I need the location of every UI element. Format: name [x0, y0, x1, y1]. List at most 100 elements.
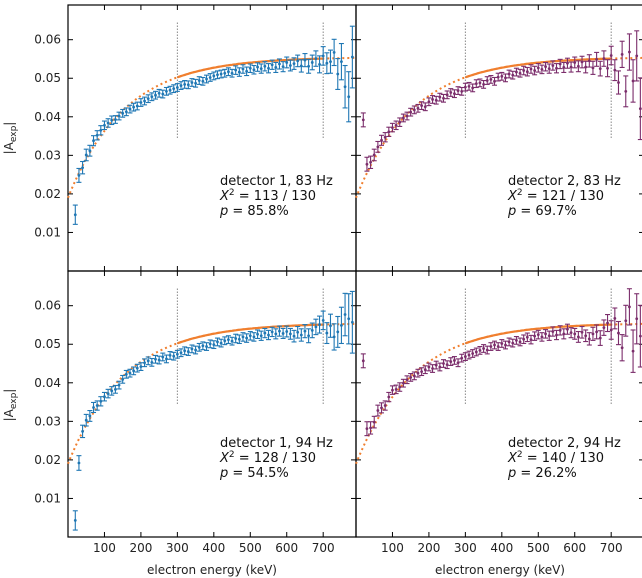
data-point	[440, 93, 446, 103]
data-point	[149, 92, 155, 102]
data-point	[470, 349, 476, 358]
plot-layer	[355, 4, 642, 272]
x-tick-label: 100	[93, 541, 116, 555]
data-point	[502, 73, 508, 83]
data-point	[200, 341, 206, 351]
data-point	[605, 59, 611, 78]
data-point	[419, 101, 425, 111]
y-tick-label: 0.02	[34, 453, 61, 467]
data-point	[634, 30, 640, 82]
data-point	[612, 59, 618, 82]
data-point	[302, 53, 308, 68]
data-point	[393, 120, 399, 131]
data-point	[98, 396, 104, 407]
data-point	[349, 25, 355, 89]
data-point	[422, 365, 428, 375]
data-point	[630, 59, 636, 103]
data-point	[590, 60, 596, 75]
panel-label: detector 1, 83 Hz	[220, 174, 333, 189]
data-point	[189, 78, 195, 87]
y-axis-label-bottom: |Aexp|	[2, 389, 19, 422]
data-point	[554, 329, 560, 341]
data-point	[306, 58, 312, 74]
data-point	[389, 385, 395, 395]
p-value-text: p = 26.2%	[507, 466, 577, 481]
y-tick-label: 0.03	[34, 414, 61, 428]
data-point	[433, 95, 439, 105]
data-point	[546, 63, 552, 74]
data-point	[138, 362, 144, 372]
data-point	[83, 413, 89, 427]
data-point	[342, 64, 348, 109]
data-point	[258, 63, 264, 74]
y-tick-label: 0.06	[34, 33, 61, 47]
data-point	[87, 410, 93, 422]
data-point	[109, 386, 115, 396]
data-point	[408, 372, 414, 382]
data-point	[481, 80, 487, 89]
data-point	[240, 332, 246, 342]
data-point	[579, 325, 585, 339]
data-point	[368, 421, 374, 435]
data-point	[532, 331, 538, 341]
data-point	[360, 353, 366, 369]
data-point	[309, 322, 315, 339]
data-point	[492, 76, 498, 86]
data-point	[499, 71, 505, 81]
data-point	[145, 356, 151, 366]
data-point	[306, 328, 312, 344]
data-point	[247, 330, 253, 341]
x-tick-label: 700	[600, 541, 623, 555]
data-point	[466, 350, 472, 360]
p-value-text: p = 69.7%	[507, 204, 577, 219]
data-point	[207, 339, 213, 349]
data-point	[382, 132, 388, 143]
data-point	[404, 111, 410, 121]
data-point	[455, 358, 461, 368]
data-point	[87, 144, 93, 157]
data-point	[521, 65, 527, 76]
data-point	[171, 351, 177, 361]
data-point	[244, 66, 250, 77]
y-axis-label-top: |Aexp|	[2, 122, 19, 155]
data-point	[637, 304, 642, 368]
data-point	[561, 61, 567, 74]
x-tick-label: 600	[275, 541, 298, 555]
data-point	[415, 103, 421, 113]
data-point	[207, 73, 213, 82]
data-point	[131, 366, 137, 376]
data-point	[389, 122, 395, 133]
y-tick-label: 0.01	[34, 491, 61, 505]
data-point	[171, 84, 177, 94]
data-point	[134, 101, 140, 111]
data-point	[528, 334, 534, 345]
data-point	[346, 293, 352, 345]
data-point	[225, 335, 231, 345]
data-point	[273, 61, 279, 74]
data-point	[375, 140, 381, 153]
data-point	[295, 325, 301, 339]
data-point	[120, 374, 126, 384]
data-point	[601, 319, 607, 336]
plot-layer: 0.01 0.02 0.03 0.04 0.05 0.06	[34, 4, 357, 272]
data-point	[488, 342, 494, 351]
chi-square-text: X2 = 128 / 130	[219, 450, 316, 466]
data-point	[280, 327, 286, 340]
data-point	[152, 354, 158, 364]
data-point	[539, 64, 545, 75]
data-point	[619, 40, 625, 69]
data-point	[185, 347, 191, 356]
data-point	[572, 56, 578, 69]
y-tick-label: 0.01	[34, 225, 61, 239]
data-point	[185, 80, 191, 90]
data-point	[200, 76, 206, 86]
data-point	[116, 111, 122, 121]
data-point	[433, 360, 439, 370]
data-point	[167, 351, 173, 360]
data-point	[156, 355, 162, 365]
y-tick-label: 0.05	[34, 71, 61, 85]
data-point	[101, 120, 107, 131]
data-point	[557, 58, 563, 70]
data-point	[160, 89, 166, 99]
data-point	[415, 368, 421, 378]
